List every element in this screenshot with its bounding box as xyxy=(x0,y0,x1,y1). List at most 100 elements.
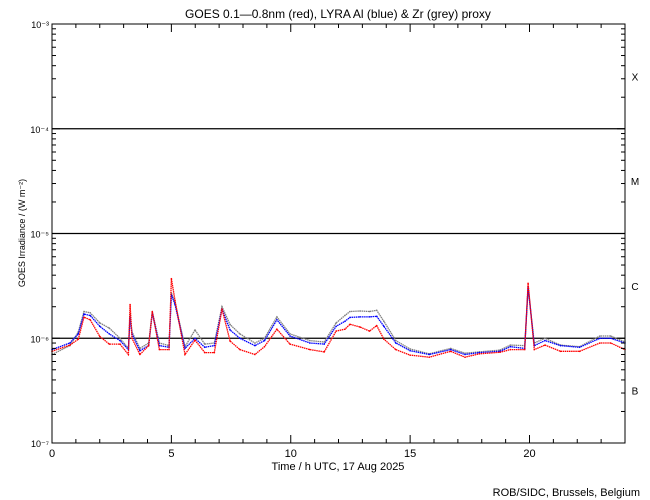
data-point xyxy=(213,351,216,354)
data-point xyxy=(221,305,223,308)
data-point xyxy=(89,311,91,314)
data-point xyxy=(309,348,311,351)
data-point xyxy=(108,327,111,329)
y-axis-label: GOES Irradiance / (W m⁻²) xyxy=(17,179,27,287)
plot-frame xyxy=(51,23,626,444)
y-tick-label: 10⁻⁴ xyxy=(30,125,49,135)
data-point xyxy=(289,333,291,335)
data-point xyxy=(544,344,546,346)
data-point xyxy=(335,322,337,324)
data-point xyxy=(119,339,121,342)
data-point xyxy=(449,350,452,353)
data-point xyxy=(395,339,397,342)
data-point xyxy=(108,343,111,345)
data-point xyxy=(409,354,411,356)
data-point xyxy=(89,319,91,321)
data-point xyxy=(335,330,337,332)
data-point xyxy=(395,348,397,351)
data-point xyxy=(509,348,512,351)
data-point xyxy=(263,339,266,342)
x-axis-label: Time / h UTC, 17 Aug 2025 xyxy=(272,461,405,473)
flare-class-label: X xyxy=(632,72,639,83)
data-point xyxy=(323,343,325,345)
data-point xyxy=(69,344,71,346)
data-point xyxy=(383,325,385,328)
data-point xyxy=(375,324,378,327)
data-point xyxy=(344,320,346,323)
data-point xyxy=(509,344,512,346)
data-point xyxy=(368,316,371,318)
axes: 0 5 10 15 20 10⁻⁷ 10⁻⁶ 10⁻⁵ 10⁻⁴ 10⁻³ X M C B xyxy=(30,20,639,460)
data-point xyxy=(158,348,161,351)
data-point xyxy=(239,348,241,351)
x-tick-label: 20 xyxy=(523,448,535,460)
data-point xyxy=(194,329,196,331)
data-point xyxy=(263,345,266,348)
data-point xyxy=(119,343,121,345)
data-point xyxy=(349,310,351,313)
data-point xyxy=(383,320,385,323)
data-point xyxy=(544,337,546,340)
data-point xyxy=(239,333,241,335)
data-point xyxy=(263,337,266,340)
data-point xyxy=(276,328,278,331)
data-point xyxy=(609,335,612,337)
data-point xyxy=(309,342,311,344)
y-tick-label: 10⁻⁶ xyxy=(31,334,50,344)
data-point xyxy=(375,315,378,318)
data-point xyxy=(289,335,291,337)
data-point xyxy=(229,340,231,342)
x-tick-label: 10 xyxy=(285,448,297,460)
data-point xyxy=(204,351,206,354)
data-point xyxy=(83,313,85,315)
data-point xyxy=(609,337,612,340)
chart-title: GOES 0.1—0.8nm (red), LYRA Al (blue) & Z… xyxy=(185,7,491,21)
data-point xyxy=(359,316,361,318)
data-point xyxy=(276,316,278,318)
data-point xyxy=(194,337,196,340)
data-point xyxy=(578,350,581,353)
data-point xyxy=(375,309,378,312)
data-point xyxy=(309,339,311,342)
data-point xyxy=(527,282,529,285)
data-point xyxy=(254,344,256,347)
data-point xyxy=(609,342,612,344)
data-point xyxy=(359,310,361,312)
data-point xyxy=(194,339,196,341)
credit-text: ROB/SIDC, Brussels, Belgium xyxy=(493,487,640,499)
data-point xyxy=(139,349,141,352)
data-point xyxy=(229,329,231,331)
data-point xyxy=(368,310,371,313)
data-point xyxy=(599,342,601,344)
data-point xyxy=(464,353,466,356)
data-point xyxy=(478,351,481,354)
y-tick-label: 10⁻³ xyxy=(31,20,49,30)
data-point xyxy=(428,353,431,356)
data-point xyxy=(139,353,141,356)
data-point xyxy=(89,314,91,317)
data-point xyxy=(289,343,291,345)
data-point xyxy=(559,344,562,347)
data-point xyxy=(184,347,186,350)
data-point xyxy=(464,352,466,354)
data-point xyxy=(323,341,325,343)
data-point xyxy=(599,335,601,337)
data-point xyxy=(464,356,466,358)
data-point xyxy=(344,314,346,317)
data-point xyxy=(254,353,256,356)
data-point xyxy=(335,325,337,328)
data-point xyxy=(119,337,121,340)
data-point xyxy=(151,310,154,313)
data-point xyxy=(174,299,176,302)
data-point xyxy=(83,310,85,313)
x-tick-label: 15 xyxy=(404,448,416,460)
data-point xyxy=(69,342,71,344)
y-tick-label: 10⁻⁵ xyxy=(31,230,50,240)
data-point xyxy=(254,342,256,344)
data-point xyxy=(98,335,101,338)
data-point xyxy=(383,338,385,340)
data-point xyxy=(213,344,216,347)
data-point xyxy=(544,339,546,342)
data-point xyxy=(127,353,130,356)
